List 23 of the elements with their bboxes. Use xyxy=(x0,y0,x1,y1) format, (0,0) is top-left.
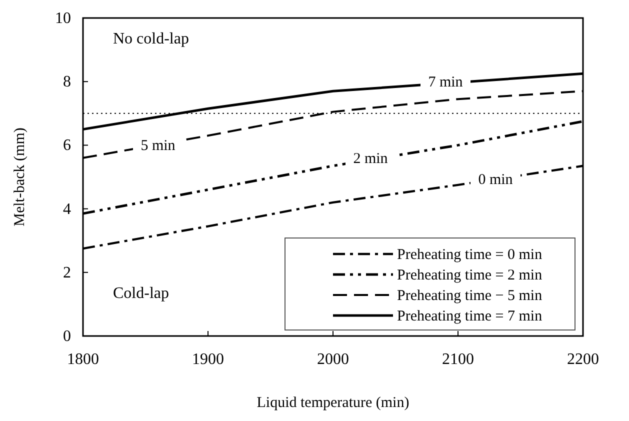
x-tick-label: 2000 xyxy=(317,351,349,368)
y-axis-title: Melt-back (mm) xyxy=(12,128,28,226)
x-tick-label: 1900 xyxy=(192,351,224,368)
legend-label: Preheating time = 0 min xyxy=(397,247,543,263)
x-axis-title: Liquid temperature (min) xyxy=(256,395,410,411)
y-tick-label: 2 xyxy=(63,264,71,282)
y-tick-label: 4 xyxy=(63,200,71,218)
annotation: 0 min xyxy=(478,172,514,188)
annotation: 5 min xyxy=(140,138,176,154)
annotation: 7 min xyxy=(428,74,464,91)
y-tick-label: 10 xyxy=(55,10,71,27)
x-tick-label: 1800 xyxy=(67,351,99,368)
y-tick-label: 6 xyxy=(63,137,71,154)
annotation: 2 min xyxy=(353,150,388,167)
y-tick-label: 8 xyxy=(63,74,71,91)
y-tick-label: 0 xyxy=(63,328,71,345)
legend-label: Preheating time − 5 min xyxy=(397,288,543,304)
annotation: No cold-lap xyxy=(113,30,189,48)
legend-label: Preheating time = 7 min xyxy=(397,308,543,324)
x-tick-label: 2200 xyxy=(567,351,599,368)
annotation: Cold-lap xyxy=(113,284,169,302)
x-tick-label: 2100 xyxy=(442,351,474,368)
legend-label: Preheating time = 2 min xyxy=(397,268,543,284)
